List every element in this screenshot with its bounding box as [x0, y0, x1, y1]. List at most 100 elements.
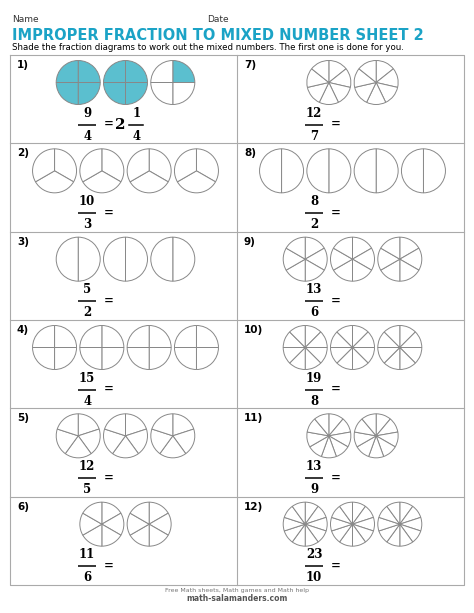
Wedge shape [80, 326, 102, 348]
Wedge shape [112, 436, 138, 458]
Wedge shape [378, 348, 400, 363]
Wedge shape [292, 502, 305, 524]
Wedge shape [305, 506, 326, 524]
Wedge shape [78, 83, 100, 104]
Wedge shape [174, 326, 196, 348]
Wedge shape [330, 517, 353, 531]
Wedge shape [381, 259, 400, 281]
Wedge shape [283, 348, 305, 363]
Wedge shape [305, 332, 327, 348]
Wedge shape [151, 237, 173, 281]
Wedge shape [151, 429, 173, 454]
Wedge shape [381, 237, 400, 259]
Text: 6: 6 [83, 571, 91, 584]
Wedge shape [173, 61, 195, 83]
Wedge shape [55, 348, 76, 370]
Wedge shape [400, 524, 413, 546]
Text: Date: Date [207, 15, 228, 24]
Text: =: = [104, 207, 114, 219]
Wedge shape [369, 436, 383, 458]
Wedge shape [400, 517, 422, 531]
Wedge shape [305, 248, 327, 270]
Wedge shape [330, 332, 353, 348]
Text: 19: 19 [306, 371, 322, 385]
Wedge shape [305, 517, 327, 531]
Wedge shape [130, 524, 149, 546]
Wedge shape [284, 506, 305, 524]
Wedge shape [353, 248, 374, 270]
Wedge shape [173, 237, 195, 281]
Wedge shape [315, 414, 329, 436]
Wedge shape [384, 348, 400, 370]
Wedge shape [353, 348, 374, 363]
Wedge shape [260, 149, 282, 193]
Wedge shape [152, 414, 173, 436]
Wedge shape [305, 237, 324, 259]
Text: 5: 5 [83, 283, 91, 296]
Wedge shape [400, 259, 419, 281]
Wedge shape [353, 506, 374, 524]
Wedge shape [305, 259, 324, 281]
Wedge shape [173, 83, 195, 104]
Wedge shape [149, 513, 171, 535]
Wedge shape [353, 237, 372, 259]
Text: =: = [331, 471, 341, 484]
Wedge shape [83, 502, 102, 524]
Wedge shape [305, 524, 326, 542]
Wedge shape [305, 326, 321, 348]
Wedge shape [284, 524, 305, 542]
Wedge shape [130, 502, 149, 524]
Wedge shape [56, 237, 78, 281]
Wedge shape [376, 69, 398, 88]
Wedge shape [332, 506, 353, 524]
Wedge shape [353, 524, 365, 546]
Text: =: = [331, 560, 341, 573]
Wedge shape [311, 61, 329, 83]
Wedge shape [33, 348, 55, 370]
Text: =: = [104, 118, 114, 131]
Wedge shape [102, 513, 124, 535]
Wedge shape [83, 524, 102, 546]
Wedge shape [329, 149, 351, 193]
Text: 3): 3) [17, 237, 29, 246]
Wedge shape [376, 419, 398, 436]
Wedge shape [149, 502, 168, 524]
Wedge shape [387, 524, 400, 546]
Wedge shape [359, 61, 376, 83]
Wedge shape [355, 419, 376, 436]
Text: 12): 12) [244, 501, 263, 512]
Wedge shape [319, 83, 338, 104]
Wedge shape [376, 414, 390, 436]
Wedge shape [55, 149, 76, 182]
Wedge shape [83, 171, 121, 193]
Wedge shape [379, 506, 400, 524]
Wedge shape [151, 83, 173, 104]
Text: =: = [331, 118, 341, 131]
Text: 13: 13 [306, 460, 322, 473]
Wedge shape [400, 506, 421, 524]
Wedge shape [78, 414, 99, 436]
Text: 10): 10) [244, 325, 263, 335]
Text: =: = [104, 295, 114, 308]
Wedge shape [33, 326, 55, 348]
Text: 9: 9 [310, 483, 318, 496]
Wedge shape [103, 429, 126, 454]
Wedge shape [103, 61, 126, 83]
Wedge shape [127, 326, 149, 348]
Wedge shape [337, 326, 353, 348]
Wedge shape [353, 326, 368, 348]
Wedge shape [127, 513, 149, 535]
Wedge shape [332, 524, 353, 542]
Wedge shape [366, 83, 386, 104]
Text: 7: 7 [310, 130, 318, 143]
Wedge shape [78, 237, 100, 281]
Wedge shape [305, 502, 318, 524]
Text: =: = [104, 471, 114, 484]
Wedge shape [353, 517, 374, 531]
Wedge shape [378, 248, 400, 270]
Wedge shape [102, 149, 124, 182]
Text: Free Math sheets, Math games and Math help: Free Math sheets, Math games and Math he… [165, 588, 309, 593]
Wedge shape [126, 83, 147, 104]
Text: 4: 4 [132, 130, 140, 143]
Text: 11: 11 [79, 549, 95, 562]
